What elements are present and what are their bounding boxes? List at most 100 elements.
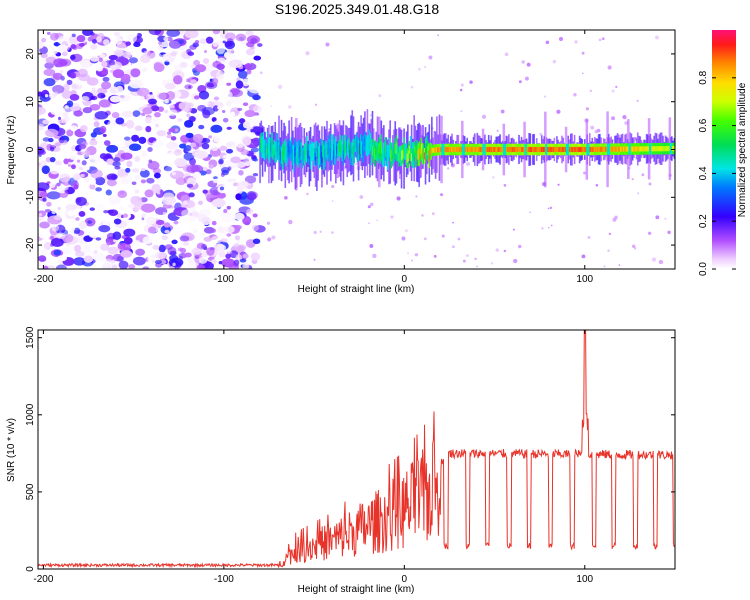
noise-blob xyxy=(51,224,60,232)
noise-blob xyxy=(46,31,51,35)
signal-core xyxy=(522,146,524,153)
signal-core xyxy=(589,146,591,153)
signal-core xyxy=(422,149,425,159)
noise-speck xyxy=(331,200,334,202)
noise-speck xyxy=(404,229,408,233)
signal-core xyxy=(661,146,663,152)
noise-blob xyxy=(112,253,124,262)
noise-blob xyxy=(53,50,58,55)
signal-core xyxy=(631,146,634,152)
noise-blob xyxy=(220,90,233,100)
noise-blob xyxy=(242,216,252,225)
signal-core xyxy=(446,146,449,153)
noise-blob xyxy=(71,164,76,170)
noise-blob xyxy=(56,182,61,187)
noise-blob xyxy=(174,128,179,132)
noise-blob xyxy=(211,77,219,85)
noise-blob xyxy=(117,242,126,250)
noise-blob xyxy=(178,39,185,44)
noise-speck xyxy=(481,114,487,119)
noise-blob xyxy=(154,112,161,118)
noise-blob xyxy=(62,84,70,91)
signal-core xyxy=(577,146,580,153)
noise-speck xyxy=(524,76,529,81)
noise-speck xyxy=(667,230,671,235)
signal-core xyxy=(299,145,301,157)
noise-speck xyxy=(378,94,382,98)
noise-speck xyxy=(369,114,372,117)
noise-speck xyxy=(526,62,531,67)
noise-blob xyxy=(246,208,254,215)
noise-speck xyxy=(466,254,469,257)
noise-speck xyxy=(517,244,522,249)
noise-blob xyxy=(142,266,150,269)
signal-core xyxy=(302,151,305,159)
signal-core xyxy=(482,146,484,153)
noise-blob xyxy=(128,143,142,152)
noise-blob xyxy=(227,178,234,183)
signal-core xyxy=(523,146,525,153)
noise-blob xyxy=(179,143,187,149)
signal-core xyxy=(412,149,414,161)
noise-blob xyxy=(221,258,236,268)
noise-blob xyxy=(201,166,208,171)
noise-blob xyxy=(149,52,162,62)
signal-core xyxy=(600,146,602,152)
signal-core xyxy=(510,146,512,153)
noise-blob xyxy=(194,64,207,73)
signal-core xyxy=(520,146,522,153)
noise-blob xyxy=(49,235,55,240)
noise-blob xyxy=(133,41,141,48)
noise-blob xyxy=(218,158,224,165)
noise-blob xyxy=(153,172,161,179)
noise-blob xyxy=(61,67,69,72)
noise-blob xyxy=(44,62,54,69)
noise-blob xyxy=(225,100,232,107)
noise-speck xyxy=(369,202,374,207)
spectrogram-xtick-label: 0 xyxy=(402,274,408,285)
signal-core xyxy=(289,146,292,156)
signal-core xyxy=(457,146,459,153)
noise-blob xyxy=(148,159,153,163)
noise-blob xyxy=(202,138,207,143)
noise-blob xyxy=(128,57,139,64)
signal-core xyxy=(272,148,274,156)
noise-blob xyxy=(134,174,140,181)
noise-blob xyxy=(235,187,244,194)
noise-speck xyxy=(466,162,470,166)
signal-core xyxy=(339,140,341,150)
noise-blob xyxy=(48,182,56,189)
noise-blob xyxy=(89,183,96,190)
noise-speck xyxy=(469,80,473,84)
noise-speck xyxy=(441,234,445,238)
noise-blob xyxy=(38,213,43,217)
noise-blob xyxy=(172,187,180,194)
noise-blob xyxy=(98,225,111,233)
noise-blob xyxy=(137,114,144,119)
noise-blob xyxy=(250,147,259,153)
noise-blob xyxy=(82,30,94,37)
signal-core xyxy=(672,145,675,152)
signal-halo xyxy=(287,133,289,181)
signal-core xyxy=(365,140,367,150)
noise-blob xyxy=(109,95,122,103)
noise-blob xyxy=(233,243,240,248)
signal-core xyxy=(537,146,540,153)
signal-core xyxy=(469,146,471,153)
signal-core xyxy=(263,145,266,155)
signal-core xyxy=(651,146,653,152)
signal-core xyxy=(625,146,627,152)
noise-speck xyxy=(331,184,335,189)
noise-blob xyxy=(128,79,144,89)
noise-speck xyxy=(513,258,518,264)
noise-blob xyxy=(208,135,213,139)
signal-core xyxy=(296,148,298,159)
noise-blob xyxy=(153,63,165,73)
noise-blob xyxy=(126,160,133,168)
noise-blob xyxy=(43,68,56,77)
signal-core xyxy=(573,146,575,153)
noise-blob xyxy=(122,110,133,118)
noise-blob xyxy=(202,109,211,119)
